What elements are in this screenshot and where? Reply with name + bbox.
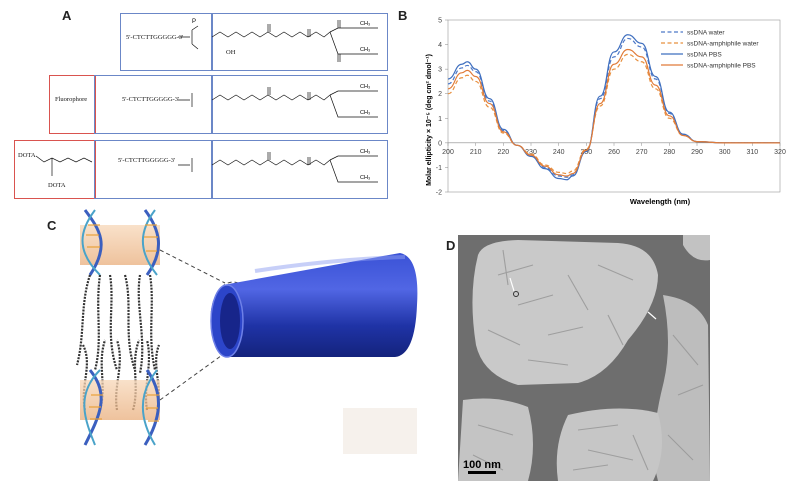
panel-label-c: C <box>47 218 57 233</box>
svg-text:CH₃: CH₃ <box>360 175 370 181</box>
y-tick-label: 1 <box>438 116 442 123</box>
y-tick-label: 3 <box>438 67 442 74</box>
row3-dota-box <box>14 140 96 199</box>
row2-lipid-chain: CH₃ CH₃ <box>178 84 378 118</box>
x-tick-label: 300 <box>719 149 731 156</box>
series-layer <box>447 34 780 181</box>
x-tick-label: 230 <box>525 149 537 156</box>
x-tick-label: 210 <box>470 149 482 156</box>
scale-bar-label: 100 nm <box>463 459 501 471</box>
x-tick-label: 250 <box>580 149 592 156</box>
row3-lipid-box <box>211 140 388 199</box>
x-tick-label: 220 <box>497 149 509 156</box>
plot-frame <box>447 19 781 193</box>
row3-dota-bottom: DOTA <box>48 182 66 189</box>
x-axis-label: Wavelength (nm) <box>630 197 691 206</box>
legend-label: ssDNA-amphiphile PBS <box>687 63 756 70</box>
row2-fluorophore-label: Fluorophore <box>55 96 88 103</box>
legend-label: ssDNA water <box>687 30 725 37</box>
cd-spectrum-chart: 200 210 220 230 240 250 260 270 280 290 300 310 320-… <box>426 18 786 207</box>
row2-dna-box <box>94 75 213 134</box>
series-line <box>447 37 780 178</box>
series-line <box>447 48 780 177</box>
dna-band-bottom <box>80 369 160 446</box>
row1-lipid-chain: P CH₃ CH₃ <box>178 19 378 62</box>
row3-sequence: 5'-CTCTTGGGGG-3' <box>118 157 176 164</box>
row1-lipid-box <box>211 13 388 71</box>
dna-band-top <box>80 209 161 276</box>
svg-text:CH₃: CH₃ <box>360 110 370 116</box>
row1-dna-box <box>120 13 213 71</box>
micelle-cylinder <box>210 253 418 358</box>
row2-fluorophore-box <box>49 75 96 134</box>
svg-text:CH₃: CH₃ <box>360 84 370 90</box>
x-tick-label: 240 <box>553 149 565 156</box>
x-tick-label: 270 <box>636 149 648 156</box>
x-tick-label: 290 <box>691 149 703 156</box>
y-tick-label: 2 <box>438 91 442 98</box>
panel-label-d: D <box>446 238 456 253</box>
y-tick-label: 0 <box>438 140 442 147</box>
y-tick-label: 4 <box>438 42 442 49</box>
legend-label: ssDNA-amphiphile water <box>687 41 759 48</box>
row1-tail: OH <box>226 49 236 56</box>
y-tick-label: 5 <box>438 18 442 25</box>
row2-lipid-box <box>211 75 388 134</box>
x-tick-label: 280 <box>663 149 675 156</box>
x-tick-label: 200 <box>442 149 454 156</box>
x-tick-label: 320 <box>774 149 786 156</box>
svg-text:CH₃: CH₃ <box>360 21 370 27</box>
row3-dota-top: DOTA <box>18 152 36 159</box>
y-tick-label: -1 <box>436 165 442 172</box>
svg-text:CH₃: CH₃ <box>360 149 370 155</box>
legend-label: ssDNA PBS <box>687 52 722 59</box>
scale-bar <box>468 471 496 474</box>
row2-sequence: 5'-CTCTTGGGGG-3' <box>122 96 180 103</box>
svg-text:CH₃: CH₃ <box>360 47 370 53</box>
x-tick-label: 310 <box>746 149 758 156</box>
panel-label-b: B <box>398 8 408 23</box>
panel-label-a: A <box>62 8 72 23</box>
row3-dna-box <box>94 140 213 199</box>
empty-inset <box>343 408 417 454</box>
cryo-tem-image <box>458 235 710 481</box>
y-tick-label: -2 <box>436 190 442 197</box>
panel-c-schematic <box>75 209 418 454</box>
row3-linker <box>35 155 93 176</box>
series-line <box>447 53 780 175</box>
chart-axes: 200 210 220 230 240 250 260 270 280 290 300 310 320-… <box>436 18 786 197</box>
svg-text:P: P <box>192 19 196 25</box>
chart-legend: ssDNA water ssDNA-amphiphile water ssDNA P… <box>661 30 759 70</box>
x-tick-label: 260 <box>608 149 620 156</box>
row3-lipid-chain: CH₃ CH₃ <box>178 149 378 183</box>
row1-sequence: 5'-CTCTTGGGGG-3' <box>126 34 184 41</box>
y-axis-label: Molar ellipticity × 10⁻⁵ (deg cm² dmol⁻¹… <box>426 54 433 186</box>
